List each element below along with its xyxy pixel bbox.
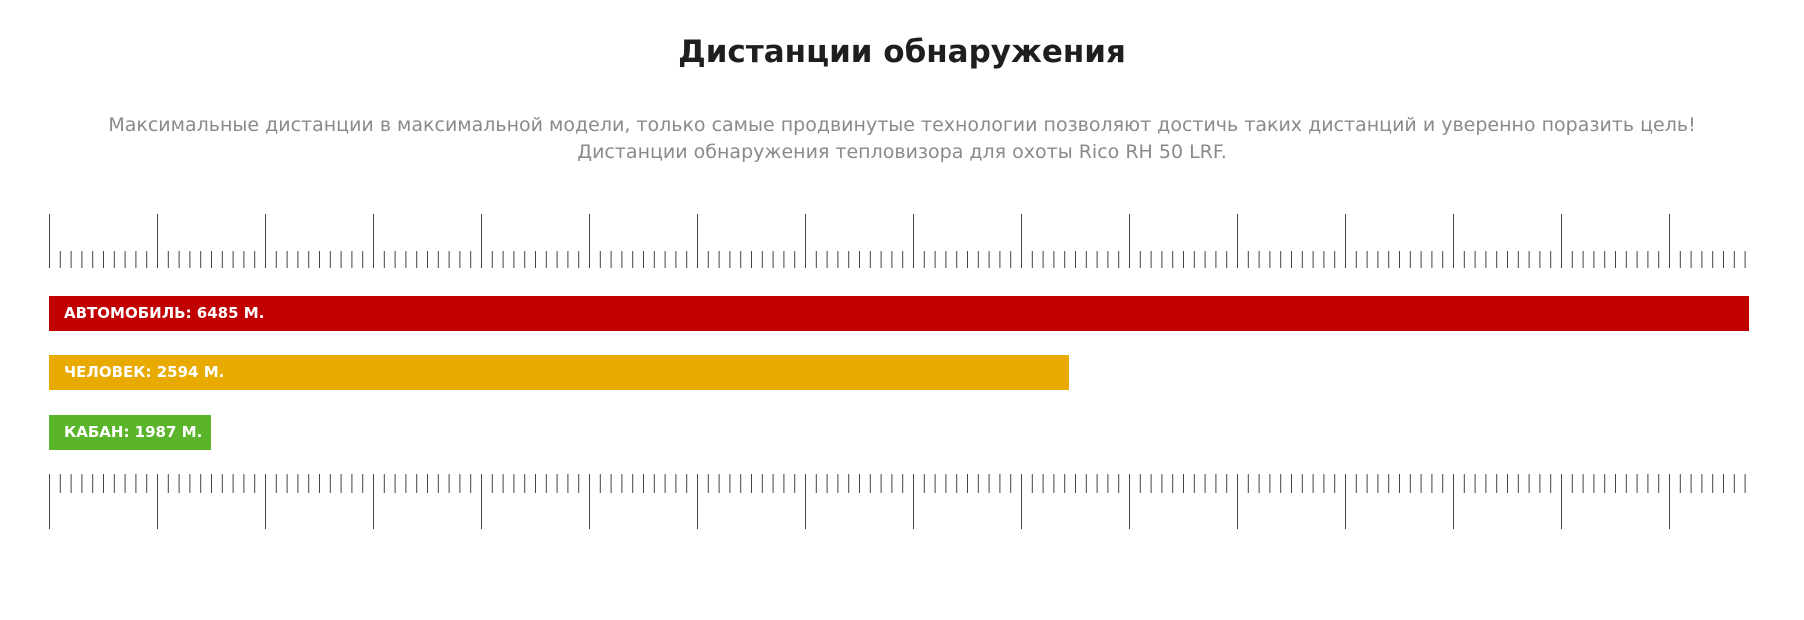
ruler-bottom [49, 474, 1746, 529]
bar: ЧЕЛОВЕК: 2594 М. [49, 355, 1069, 390]
bar: АВТОМОБИЛЬ: 6485 М. [49, 296, 1749, 331]
title: Дистанции обнаружения [678, 34, 1126, 70]
bar: КАБАН: 1987 М. [49, 415, 211, 450]
subtitle: Максимальные дистанции в максимальной мо… [0, 112, 1804, 166]
subtitle-line: Дистанции обнаружения тепловизора для ох… [577, 141, 1227, 163]
subtitle-line: Максимальные дистанции в максимальной мо… [108, 114, 1696, 136]
ruler-top [49, 214, 1746, 268]
